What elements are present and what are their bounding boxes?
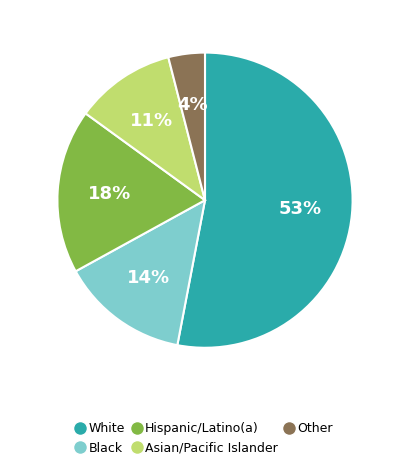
- Wedge shape: [76, 200, 204, 345]
- Text: 14%: 14%: [127, 269, 170, 287]
- Text: 18%: 18%: [88, 185, 130, 203]
- Wedge shape: [85, 57, 204, 200]
- Wedge shape: [168, 53, 204, 200]
- Text: 11%: 11%: [129, 112, 172, 130]
- Wedge shape: [57, 114, 204, 271]
- Text: 53%: 53%: [278, 200, 321, 218]
- Text: 4%: 4%: [177, 96, 208, 114]
- Legend: White, Black, Hispanic/Latino(a), Asian/Pacific Islander, Other: White, Black, Hispanic/Latino(a), Asian/…: [72, 417, 337, 460]
- Wedge shape: [177, 53, 352, 348]
